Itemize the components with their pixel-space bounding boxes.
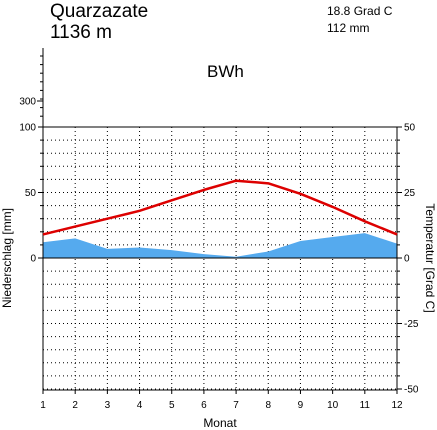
left-tick-label: 300 [19, 97, 36, 108]
station-elevation: 1136 m [50, 22, 112, 43]
x-tick-label: 8 [265, 400, 271, 411]
precipitation-series [42, 233, 398, 258]
right-tick-label: 0 [404, 254, 410, 265]
right-axis-label: Temperatur [Grad C] [423, 203, 437, 312]
x-tick-label: 12 [391, 400, 403, 411]
right-tick-label: 25 [404, 188, 416, 199]
x-tick-label: 7 [233, 400, 239, 411]
precipitation-area [43, 233, 397, 258]
x-tick-label: 6 [201, 400, 207, 411]
left-axis-label: Niederschlag [mm] [0, 208, 14, 308]
x-axis-label: Monat [203, 416, 237, 430]
x-tick-label: 10 [327, 400, 339, 411]
x-tick-label: 9 [298, 400, 304, 411]
annual-precipitation: 112 mm [327, 21, 369, 35]
left-tick-label: 100 [19, 123, 36, 134]
right-tick-label: 50 [404, 123, 416, 134]
x-tick-label: 11 [360, 400, 371, 411]
right-tick-label: -50 [404, 385, 419, 396]
left-tick-label: 0 [30, 254, 36, 265]
right-tick-label: -25 [404, 319, 419, 330]
grid [42, 126, 398, 390]
x-tick-label: 3 [105, 400, 111, 411]
station-name: Quarzazate [50, 1, 148, 22]
left-axis-ticks: 300 100 50 0 [19, 55, 43, 265]
mean-temperature: 18.8 Grad C [327, 4, 393, 18]
left-tick-label: 50 [25, 188, 37, 199]
temperature-series [42, 179, 398, 236]
temperature-line [42, 179, 398, 236]
x-tick-label: 5 [169, 400, 175, 411]
right-axis-ticks: 50 25 0 -25 -50 [397, 123, 419, 396]
x-axis-ticks: 1 2 3 4 5 6 7 8 9 10 11 12 [40, 390, 403, 411]
x-tick-label: 1 [40, 400, 46, 411]
climate-class: BWh [207, 62, 244, 81]
x-tick-label: 2 [72, 400, 78, 411]
x-tick-label: 4 [137, 400, 143, 411]
